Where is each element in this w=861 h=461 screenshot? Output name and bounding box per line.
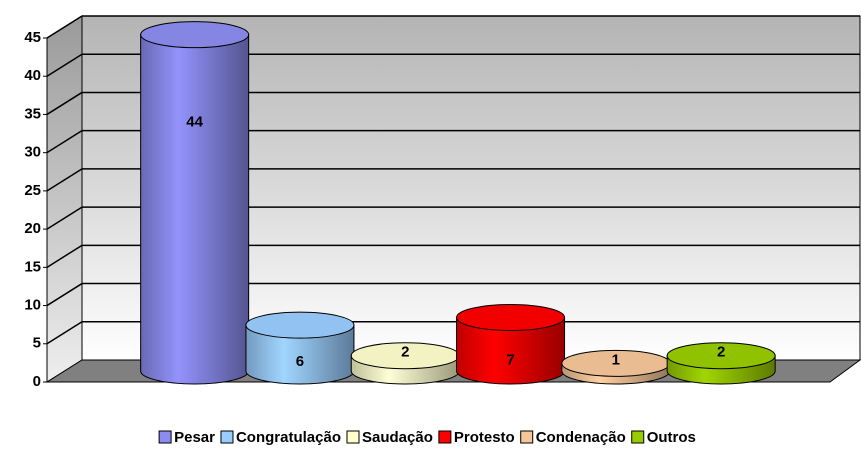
legend-swatch bbox=[346, 430, 360, 444]
bar-top bbox=[456, 303, 566, 331]
y-tick-label: 25 bbox=[24, 182, 41, 199]
legend-swatch bbox=[220, 430, 234, 444]
grid-line bbox=[46, 244, 83, 268]
bar bbox=[245, 324, 355, 385]
bar-top bbox=[140, 21, 250, 49]
legend-label: Protesto bbox=[454, 429, 515, 446]
data-label: 44 bbox=[186, 114, 203, 131]
grid-line bbox=[46, 53, 83, 77]
legend-label: Condenação bbox=[536, 429, 626, 446]
legend-swatch bbox=[158, 430, 172, 444]
grid-line bbox=[46, 321, 83, 345]
y-tick-label: 40 bbox=[24, 67, 41, 84]
y-tick-label: 30 bbox=[24, 144, 41, 161]
grid-line bbox=[46, 206, 83, 230]
side-wall bbox=[46, 15, 83, 383]
legend-label: Outros bbox=[647, 429, 696, 446]
legend: Pesar Congratulação Saudação Protesto Conden… bbox=[158, 429, 696, 446]
legend-label: Pesar bbox=[174, 429, 215, 446]
grid-line bbox=[46, 282, 83, 307]
y-tick-label: 5 bbox=[33, 335, 41, 352]
legend-swatch bbox=[631, 430, 645, 444]
data-label: 6 bbox=[296, 353, 304, 370]
y-tick-label: 45 bbox=[24, 29, 41, 46]
y-tick-label: 0 bbox=[33, 373, 41, 390]
data-label: 1 bbox=[612, 351, 620, 368]
data-label: 2 bbox=[401, 344, 409, 361]
y-tick-label: 20 bbox=[24, 220, 41, 237]
data-label: 2 bbox=[717, 344, 725, 361]
grid-line bbox=[46, 15, 83, 39]
grid-line bbox=[46, 130, 83, 154]
bar-top bbox=[245, 311, 355, 339]
y-tick-label: 10 bbox=[24, 297, 41, 314]
grid-line bbox=[46, 91, 83, 116]
legend-label: Saudação bbox=[362, 429, 433, 446]
bar bbox=[456, 316, 566, 385]
legend-swatch bbox=[520, 430, 534, 444]
y-tick-label: 15 bbox=[24, 258, 41, 275]
bar-top bbox=[666, 342, 776, 370]
bar bbox=[140, 34, 250, 385]
legend-swatch bbox=[438, 430, 452, 444]
legend-label: Congratulação bbox=[236, 429, 341, 446]
data-label: 7 bbox=[506, 351, 514, 368]
y-tick-label: 35 bbox=[24, 105, 41, 122]
grid-line bbox=[46, 168, 83, 192]
